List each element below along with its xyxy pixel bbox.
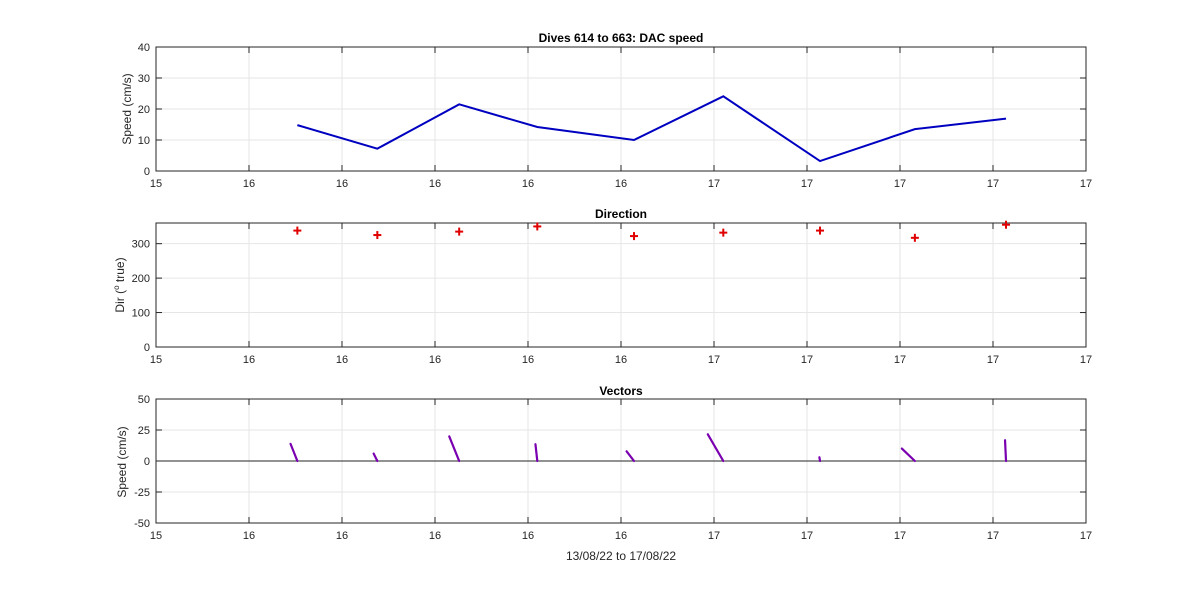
y-tick-label: 100 [132, 308, 150, 320]
vector-arrow [818, 456, 822, 463]
y-tick-label: 300 [132, 239, 150, 251]
x-tick-label: 15 [150, 530, 162, 542]
degree-superscript: o [112, 285, 121, 290]
vectors-panel: Vectors Speed (cm/s) 13/08/22 to 17/08/2… [115, 384, 1092, 563]
direction-title: Direction [595, 207, 647, 221]
y-tick-label: 50 [138, 394, 150, 406]
x-tick-label: 15 [150, 354, 162, 366]
vector-arrow [900, 447, 916, 463]
x-tick-label: 16 [243, 354, 255, 366]
direction-point [373, 231, 382, 240]
y-tick-label: 20 [138, 104, 150, 116]
vector-arrow [534, 443, 539, 463]
x-tick-label: 17 [1080, 354, 1092, 366]
x-tick-label: 17 [801, 530, 813, 542]
x-tick-label: 16 [615, 178, 627, 190]
x-tick-label: 16 [336, 178, 348, 190]
y-tick-label: 30 [138, 73, 150, 85]
x-tick-label: 17 [987, 354, 999, 366]
x-tick-label: 16 [336, 530, 348, 542]
y-tick-label: 0 [144, 342, 150, 354]
x-tick-label: 16 [336, 354, 348, 366]
y-tick-label: 0 [144, 166, 150, 178]
x-tick-label: 16 [522, 178, 534, 190]
x-tick-label: 17 [894, 354, 906, 366]
vector-arrow [448, 435, 461, 463]
x-tick-label: 16 [429, 354, 441, 366]
x-tick-label: 16 [243, 530, 255, 542]
direction-ylabel: Dir (o true) [112, 257, 127, 312]
y-tick-label: -25 [134, 487, 150, 499]
direction-point [719, 228, 728, 237]
vector-arrow [706, 433, 725, 463]
speed-ylabel: Speed (cm/s) [120, 73, 134, 144]
direction-point [455, 227, 464, 236]
y-tick-label: 40 [138, 42, 150, 54]
y-tick-label: -50 [134, 518, 150, 530]
vector-arrow [289, 442, 299, 463]
y-tick-label: 25 [138, 425, 150, 437]
vector-arrow [372, 452, 379, 463]
x-tick-label: 17 [987, 530, 999, 542]
x-tick-label: 17 [801, 354, 813, 366]
x-tick-label: 16 [615, 354, 627, 366]
vector-arrow [1003, 439, 1008, 463]
x-tick-label: 17 [894, 178, 906, 190]
speed-title: Dives 614 to 663: DAC speed [539, 31, 704, 45]
speed-panel: Dives 614 to 663: DAC speed Speed (cm/s)… [120, 31, 1092, 190]
direction-point [533, 222, 542, 231]
y-tick-label: 0 [144, 456, 150, 468]
vectors-ylabel: Speed (cm/s) [115, 426, 129, 497]
direction-point [816, 226, 825, 235]
x-tick-label: 16 [429, 178, 441, 190]
direction-point [293, 226, 302, 235]
vector-arrow [625, 450, 636, 463]
x-tick-label: 17 [894, 530, 906, 542]
y-tick-label: 10 [138, 135, 150, 147]
y-tick-label: 200 [132, 273, 150, 285]
direction-panel: Direction Dir (o true) 15 16 16 16 16 16 17 17 1… [112, 207, 1092, 366]
x-tick-label: 17 [987, 178, 999, 190]
x-tick-label: 17 [1080, 178, 1092, 190]
vectors-title: Vectors [599, 384, 643, 398]
x-tick-label: 17 [801, 178, 813, 190]
x-tick-label: 17 [708, 530, 720, 542]
direction-point [1002, 220, 1011, 229]
direction-point [910, 233, 919, 242]
x-tick-label: 17 [708, 354, 720, 366]
x-tick-label: 16 [615, 530, 627, 542]
x-tick-label: 16 [429, 530, 441, 542]
x-tick-label: 16 [522, 530, 534, 542]
x-tick-label: 16 [243, 178, 255, 190]
vectors-xlabel: 13/08/22 to 17/08/22 [566, 549, 676, 563]
x-tick-label: 17 [1080, 530, 1092, 542]
x-tick-label: 15 [150, 178, 162, 190]
direction-point [630, 232, 639, 241]
x-tick-label: 16 [522, 354, 534, 366]
x-tick-label: 17 [708, 178, 720, 190]
